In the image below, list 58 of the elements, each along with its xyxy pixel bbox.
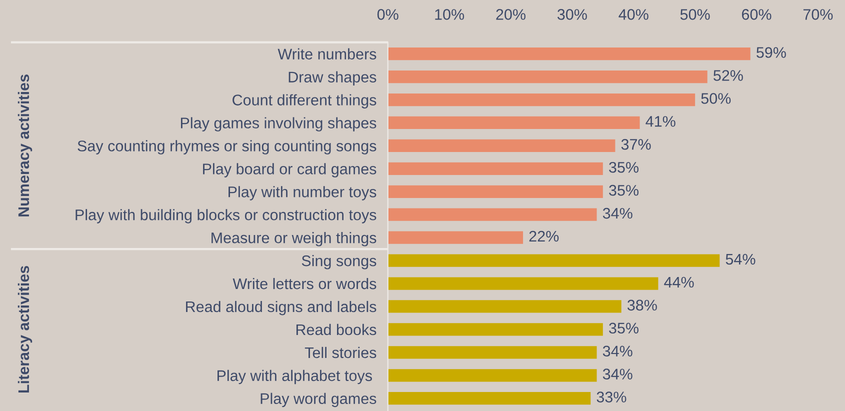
x-tick-label: 60%	[742, 9, 772, 20]
y-tick-label: Play games involving shapes	[180, 117, 376, 132]
bar	[388, 300, 622, 313]
y-tick-label: Play with building blocks or construction toys	[76, 209, 376, 224]
bar	[388, 277, 658, 290]
y-tick-label: Play with number toys	[228, 186, 376, 200]
bar	[388, 70, 708, 84]
bar	[388, 185, 603, 198]
text: Numeracy activities	[18, 74, 32, 216]
y-tick-label: Write letters or words	[232, 278, 376, 290]
bar	[388, 93, 696, 106]
text: Literacy activities	[18, 266, 32, 393]
x-tick-label: 40%	[618, 9, 648, 20]
y-tick-label: Read aloud signs and labels	[186, 300, 376, 316]
y-tick-label: Draw shapes	[288, 71, 376, 86]
y-tick-label: Tell stories	[304, 346, 376, 358]
bar	[388, 392, 591, 405]
bar	[388, 231, 524, 244]
data-label: 34%	[602, 368, 632, 380]
data-label: 50%	[701, 93, 731, 104]
bar	[388, 208, 597, 221]
y-tick-label: Count different things	[232, 94, 376, 108]
y-tick-label: Play word games	[260, 392, 376, 408]
y-tick-label: Write numbers	[278, 48, 376, 60]
y-tick-label: Measure or weigh things	[212, 232, 376, 246]
y-tick-label: Say counting rhymes or sing counting songs	[78, 140, 376, 154]
bar	[388, 369, 597, 382]
data-label: 37%	[621, 138, 651, 150]
bar	[388, 139, 616, 152]
data-label: 38%	[627, 300, 657, 311]
bar	[388, 116, 640, 130]
data-label: 35%	[609, 184, 638, 196]
data-label: 52%	[714, 70, 743, 81]
y-tick-label: Play with alphabet toys	[218, 370, 372, 384]
data-label: 22%	[529, 230, 559, 242]
data-label: 44%	[664, 276, 694, 288]
y-tick-label: Play board or card games	[203, 163, 376, 178]
bar	[388, 48, 750, 60]
data-label: 33%	[596, 392, 626, 402]
x-tick-label: 20%	[496, 9, 526, 20]
data-label: 34%	[602, 208, 632, 219]
data-label: 54%	[726, 254, 756, 265]
data-label: 35%	[609, 322, 638, 334]
x-tick-label: 50%	[680, 9, 710, 20]
data-label: 41%	[646, 116, 676, 127]
y-tick-label: Sing songs	[302, 255, 376, 270]
bar	[388, 254, 720, 267]
data-label: 59%	[756, 47, 786, 58]
x-tick-label: 70%	[803, 9, 833, 20]
bar	[388, 323, 603, 336]
y-tick-label: Read books	[296, 324, 376, 336]
x-tick-label: 30%	[557, 9, 587, 20]
bar	[388, 346, 597, 359]
data-label: 34%	[602, 346, 632, 357]
bar	[388, 162, 603, 175]
x-tick-label: 10%	[435, 9, 464, 20]
x-tick-label: 0%	[377, 9, 398, 20]
data-label: 35%	[609, 162, 638, 173]
